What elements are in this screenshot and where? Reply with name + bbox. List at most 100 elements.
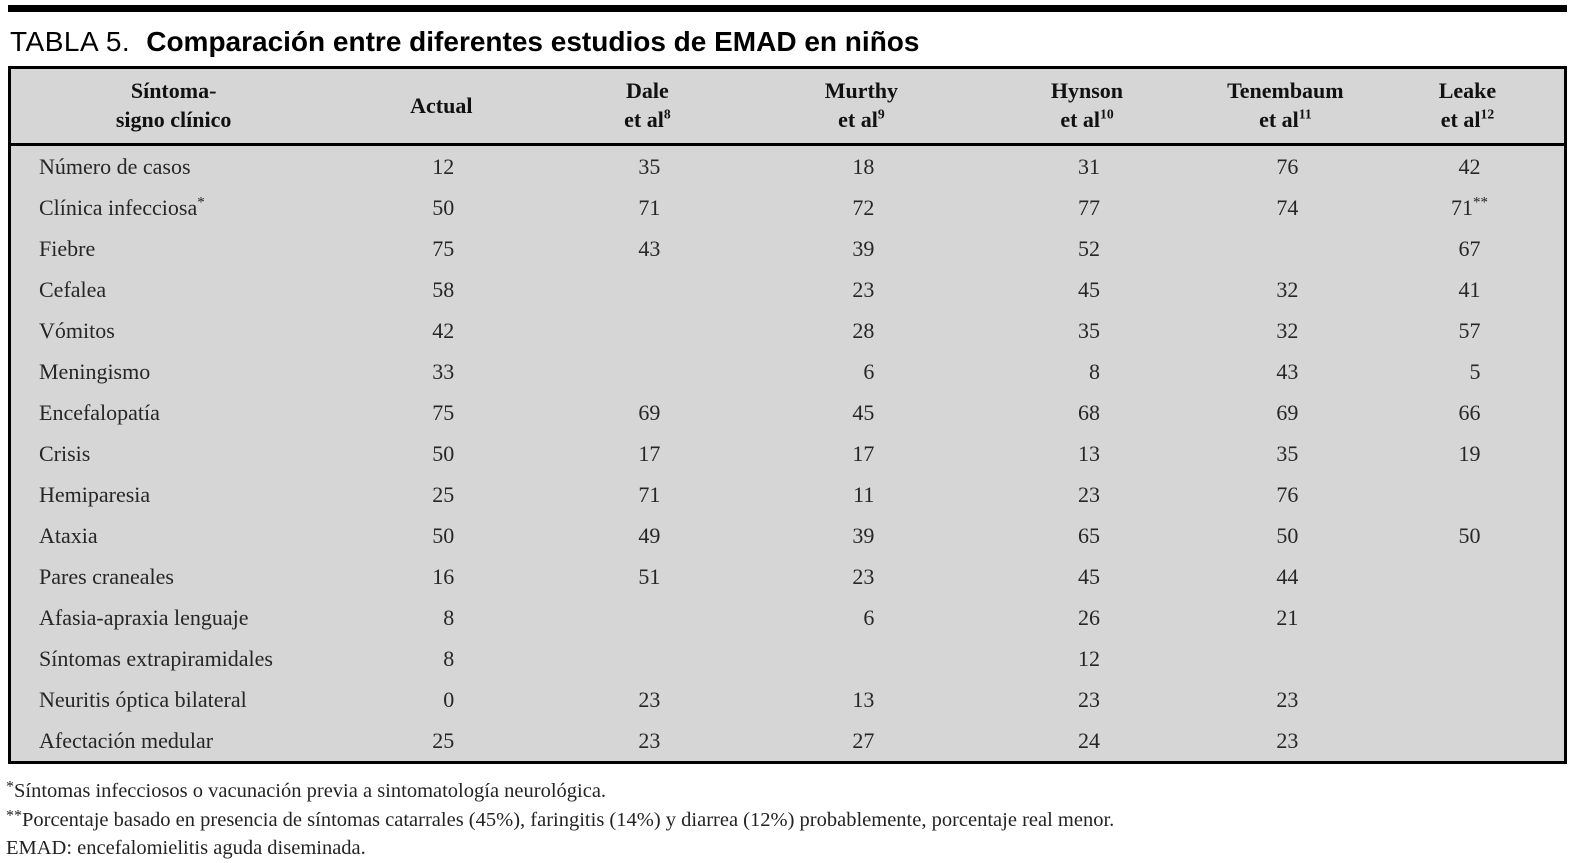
table-row: Síntomas extrapiramidales 8 12	[10, 638, 1566, 679]
cell-value: 31	[1077, 153, 1100, 179]
table-row: Cefalea 58 23 45 32 41	[10, 269, 1566, 310]
table-row: Meningismo 33 6 8 43 5	[10, 351, 1566, 392]
cell-value: 45	[852, 399, 875, 425]
row-label: Neuritis óptica bilateral	[39, 686, 247, 712]
cell-value	[546, 597, 748, 638]
table-row: Afectación medular 25 23 27 24 23	[10, 720, 1566, 763]
cell-value: 51	[638, 563, 661, 589]
cell-value	[546, 310, 748, 351]
column-header-hynson: Hynson et al10	[974, 67, 1200, 146]
column-header-line2-text: et al	[1060, 107, 1101, 132]
cell-value: 69	[1276, 399, 1299, 425]
cell-value: 71	[638, 194, 661, 220]
row-label: Número de casos	[39, 153, 191, 179]
table-title-prefix: TABLA 5.	[10, 26, 131, 57]
footnote-marker: **	[6, 806, 22, 824]
row-label: Síntomas extrapiramidales	[39, 645, 273, 671]
cell-value: 57	[1458, 317, 1481, 343]
cell-value: 45	[1077, 276, 1100, 302]
column-header-leake: Leake et al12	[1370, 67, 1566, 146]
cell-value: 17	[852, 440, 875, 466]
footnote-2: **Porcentaje basado en presencia de sínt…	[6, 806, 1567, 835]
column-header-citation: 8	[663, 106, 671, 122]
table-row: Pares craneales 16 51 23 45 44	[10, 556, 1566, 597]
column-header-citation: 9	[877, 106, 885, 122]
row-label: Cefalea	[39, 276, 107, 302]
table-row: Afasia-apraxia lenguaje 8 6 26 21	[10, 597, 1566, 638]
cell-value: 71**	[1450, 194, 1488, 220]
column-header-line2: signo clínico	[15, 105, 332, 134]
cell-value: 32	[1276, 276, 1299, 302]
cell-value: 44	[1276, 563, 1299, 589]
table-row: Encefalopatía 75 69 45 68 69 66	[10, 392, 1566, 433]
cell-value: 8	[443, 604, 455, 630]
row-label: Afectación medular	[39, 727, 214, 753]
cell-value: 42	[1458, 153, 1481, 179]
cell-value: 65	[1077, 522, 1100, 548]
footnote-marker: *	[6, 778, 14, 796]
cell-value: 18	[852, 153, 875, 179]
cell-value: 76	[1276, 481, 1299, 507]
column-header-dale: Dale et al8	[546, 67, 749, 146]
column-header-line2-text: et al	[1259, 107, 1299, 132]
row-label: Hemiparesia	[39, 481, 151, 507]
cell-value: 45	[1077, 563, 1100, 589]
cell-value	[1200, 638, 1371, 679]
cell-value	[1371, 720, 1566, 763]
cell-value: 19	[1458, 440, 1481, 466]
cell-value: 67	[1458, 235, 1481, 261]
cell-value: 43	[638, 235, 661, 261]
cell-value: 23	[638, 727, 661, 753]
row-label: Encefalopatía	[39, 399, 160, 425]
footnote-3: EMAD: encefalomielitis aguda diseminada.	[6, 834, 1567, 863]
cell-value: 6	[863, 604, 875, 630]
cell-value: 28	[852, 317, 875, 343]
cell-value: 35	[1276, 440, 1299, 466]
column-header-line2-text: et al	[624, 107, 664, 132]
column-header-line2-text: signo clínico	[115, 107, 232, 132]
cell-value	[546, 351, 748, 392]
cell-value	[546, 269, 748, 310]
cell-value: 50	[432, 440, 455, 466]
column-header-line2: et al9	[753, 105, 971, 134]
footnote-text: Porcentaje basado en presencia de síntom…	[21, 808, 1115, 831]
cell-value: 35	[638, 153, 661, 179]
column-header-line2: et al12	[1375, 105, 1560, 134]
page: TABLA 5. Comparación entre diferentes est…	[0, 5, 1575, 862]
cell-value: 23	[1077, 686, 1100, 712]
cell-value: 69	[638, 399, 661, 425]
table-row: Neuritis óptica bilateral 0 23 13 23 23	[10, 679, 1566, 720]
cell-value: 32	[1276, 317, 1299, 343]
cell-value: 33	[432, 358, 455, 384]
row-label: Pares craneales	[39, 563, 174, 589]
footnote-text: EMAD: encefalomielitis aguda diseminada.	[6, 837, 366, 859]
footnotes: *Síntomas infecciosos o vacunación previ…	[6, 777, 1567, 863]
column-header-citation: 11	[1298, 106, 1312, 122]
table-row: Ataxia 50 49 39 65 50 50	[10, 515, 1566, 556]
cell-value: 12	[1077, 645, 1100, 671]
cell-value: 27	[852, 727, 875, 753]
table-row: Número de casos 12 35 18 31 76 42	[10, 145, 1566, 188]
column-header-line1: Síntoma-	[130, 78, 217, 103]
cell-value	[1200, 228, 1371, 269]
cell-value: 6	[863, 358, 875, 384]
column-header-murthy: Murthy et al9	[748, 67, 975, 146]
cell-value: 25	[432, 727, 455, 753]
cell-value: 72	[852, 194, 875, 220]
cell-value: 68	[1077, 399, 1100, 425]
cell-value: 5	[1469, 358, 1481, 384]
cell-value: 23	[1077, 481, 1100, 507]
cell-value: 50	[1458, 522, 1481, 548]
cell-value: 39	[852, 522, 875, 548]
cell-value	[1371, 638, 1566, 679]
label-footnote-marker: *	[197, 194, 205, 211]
cell-value	[546, 638, 748, 679]
footnote-text: Síntomas infecciosos o vacunación previa…	[14, 780, 607, 802]
cell-value: 76	[1276, 153, 1299, 179]
table-body: Número de casos 12 35 18 31 76 42 Clínica infec…	[10, 145, 1566, 763]
cell-value: 41	[1458, 276, 1481, 302]
cell-value: 75	[432, 235, 455, 261]
top-rule	[8, 5, 1567, 12]
table-row: Fiebre 75 43 39 52 67	[10, 228, 1566, 269]
cell-value: 39	[852, 235, 875, 261]
